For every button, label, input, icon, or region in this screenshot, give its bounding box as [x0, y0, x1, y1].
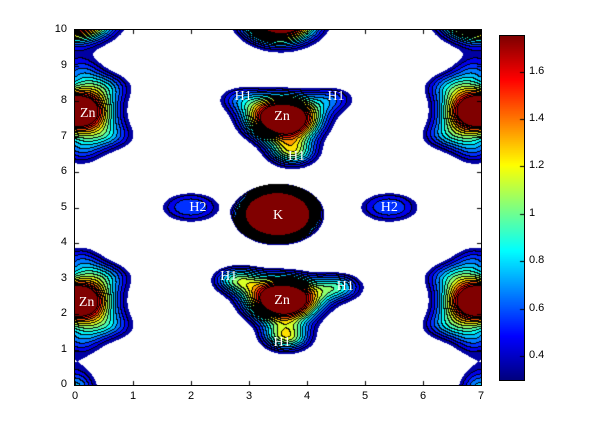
colorbar-tick-label: 1.6: [529, 64, 545, 77]
y-tick-label: 1: [60, 342, 67, 355]
y-tick-label: 7: [60, 129, 67, 142]
x-tick-label: 6: [419, 390, 427, 402]
colorbar-tick-label: 1.4: [529, 112, 545, 125]
x-tick-label: 1: [129, 390, 137, 402]
atom-label-h1: H1: [287, 149, 306, 165]
atom-label-zn: Zn: [79, 106, 96, 122]
atom-label-zn: Zn: [274, 108, 290, 124]
atom-label-h1: H1: [273, 335, 291, 351]
y-tick-label: 0: [60, 378, 67, 390]
colorbar: [499, 35, 525, 381]
y-tick-label: 4: [60, 236, 67, 248]
colorbar-tick-label: 1.2: [529, 159, 545, 172]
atom-label-h1: H1: [234, 89, 252, 105]
atom-label-h1: H1: [327, 89, 345, 105]
atom-label-h1: H1: [336, 278, 354, 294]
atom-label-h2: H2: [189, 199, 207, 215]
x-tick-label: 7: [477, 390, 485, 402]
atom-label-zn: Zn: [274, 292, 290, 308]
y-tick-label: 9: [60, 58, 67, 71]
y-tick-label: 8: [60, 94, 67, 106]
colorbar-tick-label: 0.8: [529, 254, 545, 267]
y-tick-label: 10: [54, 23, 67, 35]
colorbar-tick-label: 1: [529, 206, 536, 219]
atom-label-k: K: [272, 208, 284, 224]
colorbar-gradient-canvas: [500, 36, 524, 380]
plot-area: Zn H1 Zn H1 H1 H2 K H2 H1 Zn H1 H1 Zn: [74, 29, 482, 386]
x-tick-label: 4: [303, 390, 311, 402]
x-tick-label: 3: [245, 390, 253, 402]
atom-label-h1: H1: [220, 268, 238, 284]
y-tick-label: 3: [60, 271, 67, 284]
y-tick-label: 6: [60, 165, 67, 177]
atom-label-zn: Zn: [78, 295, 95, 311]
atom-label-h2: H2: [380, 199, 398, 215]
x-tick-label: 2: [187, 390, 195, 402]
colorbar-tick-label: 0.4: [529, 349, 545, 362]
x-tick-label: 0: [71, 390, 79, 402]
y-tick-label: 2: [60, 307, 67, 319]
contour-density-canvas: [75, 30, 481, 385]
y-tick-label: 5: [60, 200, 67, 213]
x-tick-label: 5: [361, 390, 369, 402]
colorbar-tick-label: 0.6: [529, 301, 545, 314]
